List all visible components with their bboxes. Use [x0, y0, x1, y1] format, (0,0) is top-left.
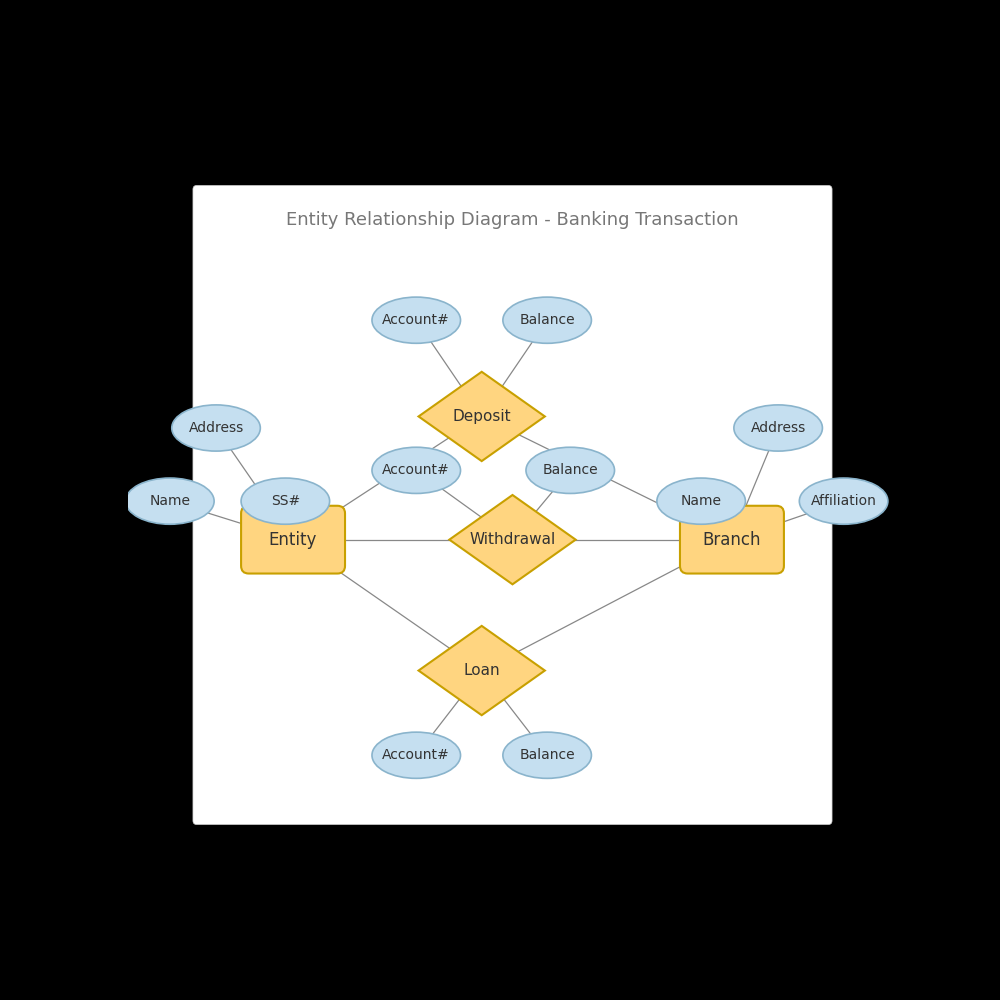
- Text: Address: Address: [188, 421, 244, 435]
- FancyBboxPatch shape: [241, 506, 345, 574]
- Text: Loan: Loan: [463, 663, 500, 678]
- Ellipse shape: [799, 478, 888, 524]
- Text: Account#: Account#: [382, 463, 450, 477]
- Ellipse shape: [172, 405, 260, 451]
- Text: Balance: Balance: [519, 748, 575, 762]
- Text: Balance: Balance: [519, 313, 575, 327]
- Text: Entity: Entity: [269, 531, 317, 549]
- Text: SS#: SS#: [271, 494, 300, 508]
- Text: Name: Name: [681, 494, 722, 508]
- Ellipse shape: [503, 732, 591, 778]
- Text: Account#: Account#: [382, 313, 450, 327]
- Ellipse shape: [657, 478, 745, 524]
- Ellipse shape: [372, 447, 461, 493]
- FancyBboxPatch shape: [680, 506, 784, 574]
- Ellipse shape: [241, 478, 330, 524]
- Text: Account#: Account#: [382, 748, 450, 762]
- Text: Balance: Balance: [542, 463, 598, 477]
- Polygon shape: [419, 372, 545, 461]
- Polygon shape: [449, 495, 576, 584]
- Text: Branch: Branch: [703, 531, 761, 549]
- Ellipse shape: [126, 478, 214, 524]
- Text: Entity Relationship Diagram - Banking Transaction: Entity Relationship Diagram - Banking Tr…: [286, 211, 739, 229]
- Ellipse shape: [526, 447, 615, 493]
- Text: Withdrawal: Withdrawal: [469, 532, 556, 547]
- Text: Name: Name: [149, 494, 190, 508]
- Ellipse shape: [503, 297, 591, 343]
- Text: Address: Address: [751, 421, 806, 435]
- Text: Deposit: Deposit: [452, 409, 511, 424]
- Ellipse shape: [372, 732, 461, 778]
- Ellipse shape: [734, 405, 822, 451]
- Polygon shape: [419, 626, 545, 715]
- FancyBboxPatch shape: [193, 185, 832, 825]
- Text: Affiliation: Affiliation: [811, 494, 877, 508]
- Ellipse shape: [372, 297, 461, 343]
